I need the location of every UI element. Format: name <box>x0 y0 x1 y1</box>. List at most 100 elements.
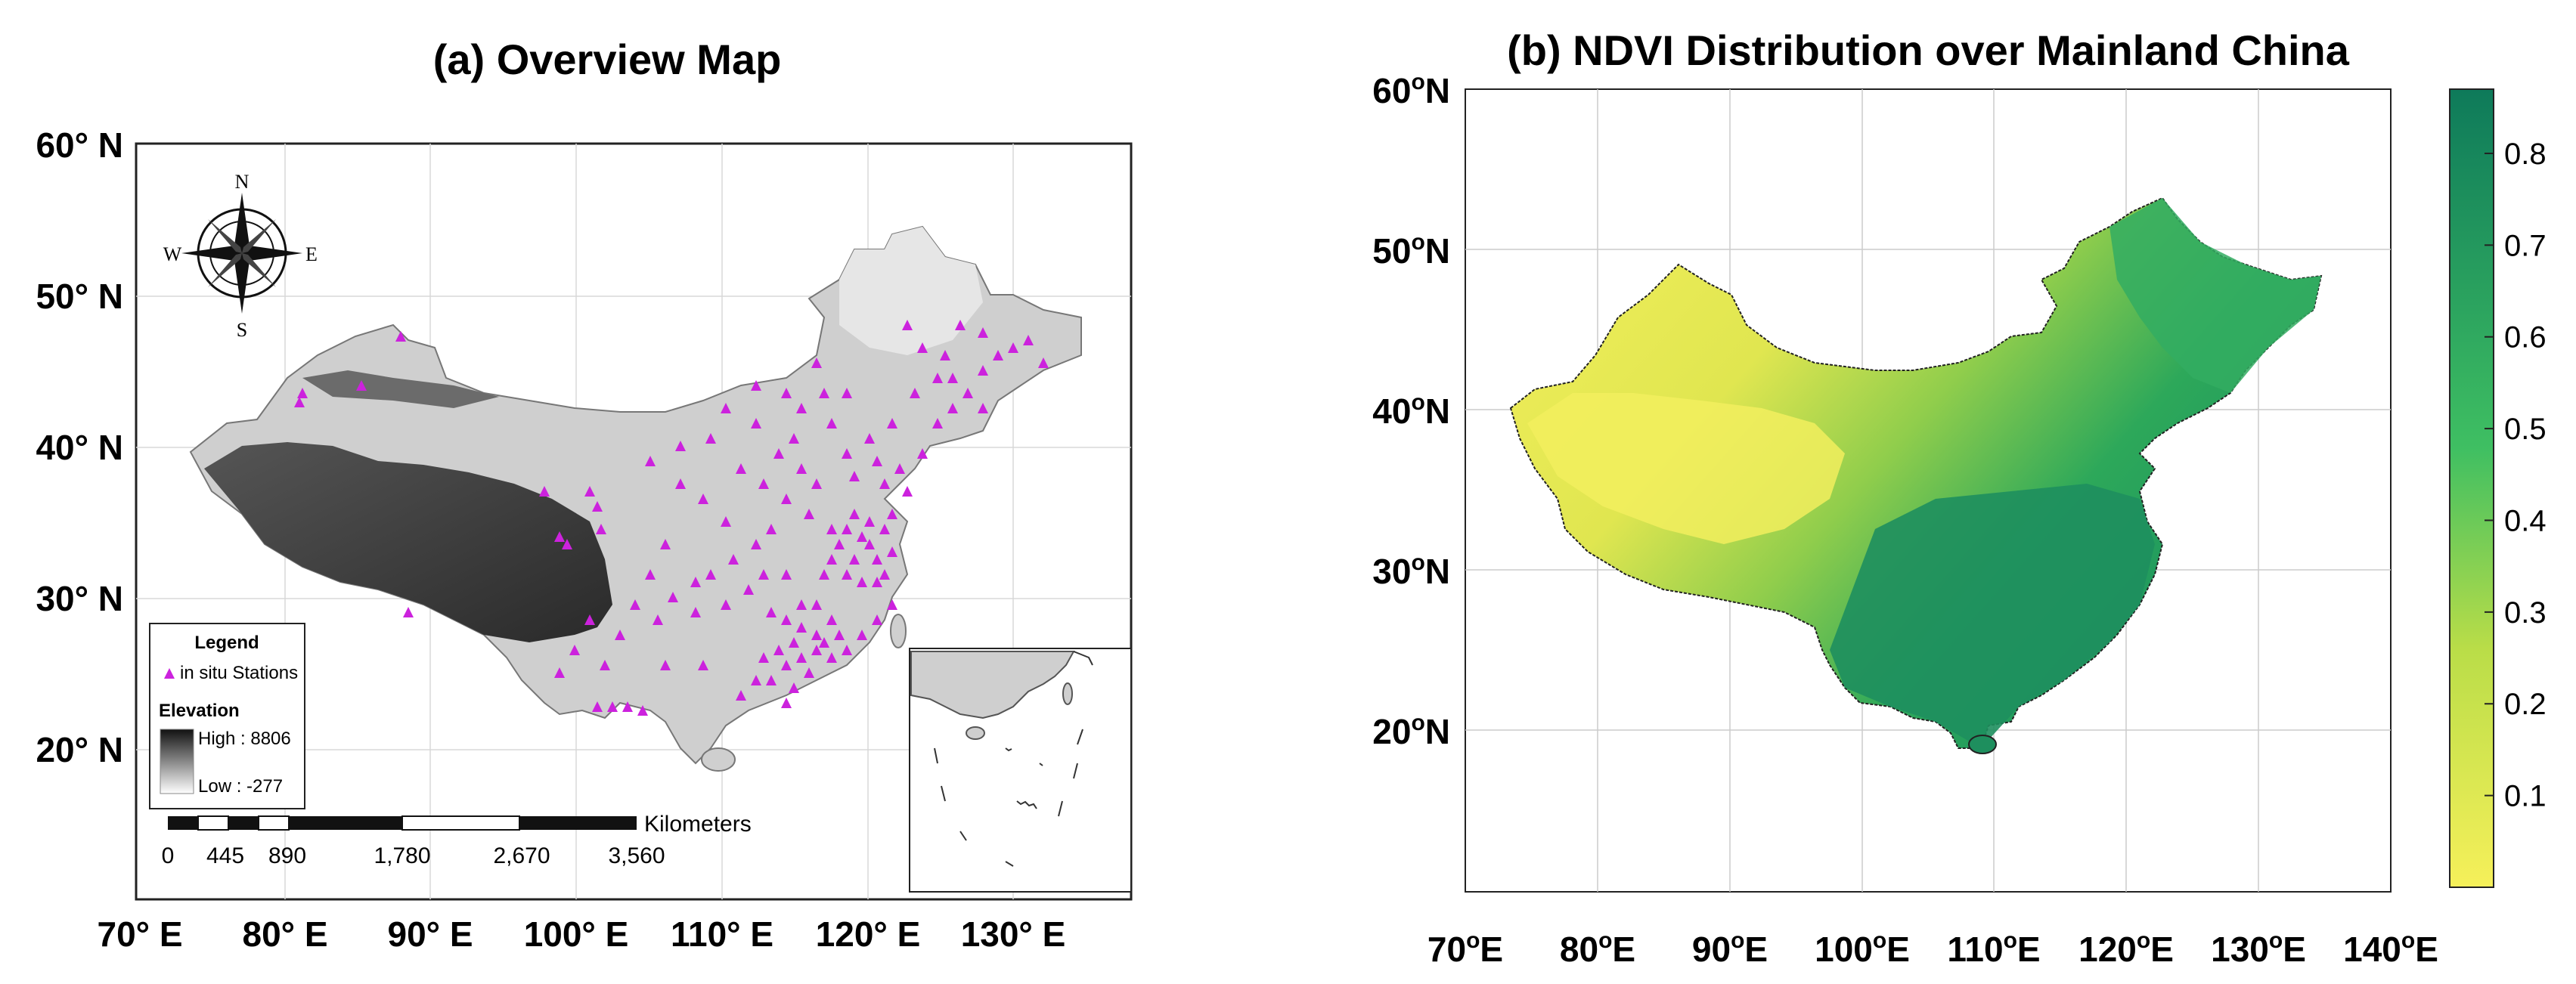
colorbar-tick-label: 0.5 <box>2504 413 2547 446</box>
station-marker <box>630 599 640 610</box>
station-marker <box>751 380 761 391</box>
station-marker <box>781 660 792 670</box>
tianshan-dark-region <box>302 370 499 408</box>
ndvi-lat-tick-40: 40oN <box>1372 390 1450 431</box>
colorbar-tick-label: 0.8 <box>2504 138 2547 171</box>
station-marker <box>947 373 958 383</box>
ndvi-lon-tick-130: 130oE <box>2211 928 2306 969</box>
scalebar-tick-445: 445 <box>206 843 244 868</box>
station-marker <box>584 486 595 497</box>
legend-title: Legend <box>194 633 259 653</box>
station-marker <box>872 456 882 466</box>
ndvi-southeast-dense-vegetation <box>1830 484 2155 748</box>
northeast-light-region <box>839 227 983 355</box>
ndvi-lon-tick-120: 120oE <box>2078 928 2174 969</box>
station-marker <box>804 509 814 519</box>
station-marker <box>857 531 867 542</box>
station-marker <box>955 320 966 330</box>
station-marker <box>978 327 988 338</box>
tibet-plateau-dark-region <box>204 442 612 642</box>
station-marker <box>834 630 845 640</box>
ndvi-lon-tick-80: 80oE <box>1560 928 1635 969</box>
station-marker <box>773 645 784 655</box>
compass-s: S <box>237 319 247 341</box>
ndvi-lon-tick-70: 70oE <box>1427 928 1503 969</box>
station-marker <box>596 524 606 534</box>
ndvi-lon-tick-110: 110oE <box>1947 928 2040 969</box>
ndvi-lon-tick-140: 140oE <box>2343 928 2438 969</box>
station-marker <box>887 509 897 519</box>
ndvi-lat-tick-60: 60oN <box>1372 70 1450 110</box>
station-marker <box>294 397 305 407</box>
station-marker <box>789 637 799 648</box>
taiwan-island <box>890 614 907 648</box>
legend-high-label: High : 8806 <box>198 729 291 749</box>
station-marker <box>796 599 807 610</box>
station-marker <box>592 501 603 512</box>
panel-b-latitude-ticks: 60oN 50oN 40oN 30oN 20oN <box>1372 70 1450 751</box>
colorbar-tick-label: 0.7 <box>2504 229 2547 262</box>
station-marker <box>395 331 406 342</box>
station-marker <box>698 494 708 504</box>
station-marker <box>842 388 852 398</box>
station-marker <box>978 403 988 413</box>
station-marker <box>675 478 686 489</box>
station-marker <box>826 418 837 429</box>
scalebar-tick-3560: 3,560 <box>608 843 665 868</box>
station-marker <box>758 652 769 663</box>
station-marker <box>842 448 852 459</box>
station-marker <box>721 516 731 527</box>
station-marker <box>705 433 716 444</box>
station-marker <box>554 531 565 542</box>
station-marker <box>584 614 595 625</box>
scalebar-tick-890: 890 <box>268 843 306 868</box>
station-marker <box>751 675 761 685</box>
station-marker <box>751 539 761 549</box>
station-marker <box>554 667 565 678</box>
station-marker <box>819 388 829 398</box>
station-marker <box>721 403 731 413</box>
station-marker <box>653 614 663 625</box>
station-marker <box>902 486 913 497</box>
station-marker <box>826 652 837 663</box>
station-marker <box>872 577 882 587</box>
station-marker <box>736 463 746 474</box>
colorbar-tick-label: 0.2 <box>2504 688 2547 721</box>
station-marker <box>622 701 633 712</box>
in-situ-stations <box>294 320 1049 716</box>
station-marker <box>766 675 777 685</box>
station-marker <box>940 350 950 360</box>
station-marker <box>819 637 829 648</box>
station-marker <box>615 630 625 640</box>
station-marker <box>705 569 716 580</box>
panel-a: (a) Overview Map 60° N 50° N <box>36 36 1133 954</box>
scalebar-tick-0: 0 <box>162 843 175 868</box>
colorbar-ticks: 0.8 0.7 0.6 0.5 0.4 0.3 0.2 0.1 <box>2485 138 2547 813</box>
station-marker <box>766 607 777 617</box>
station-marker <box>781 569 792 580</box>
station-marker <box>728 554 739 565</box>
station-marker <box>993 350 1003 360</box>
station-marker <box>917 448 928 459</box>
station-marker <box>842 524 852 534</box>
china-elevation-map <box>189 225 1082 765</box>
station-marker <box>864 516 875 527</box>
station-marker <box>675 441 686 451</box>
legend-station-symbol <box>164 668 175 679</box>
lon-tick-70: 70° E <box>97 914 182 954</box>
ndvi-colorbar: 0.8 0.7 0.6 0.5 0.4 0.3 0.2 0.1 <box>2449 88 2547 888</box>
ndvi-lat-tick-20: 20oN <box>1372 710 1450 751</box>
station-marker <box>751 418 761 429</box>
scalebar-tick-2670: 2,670 <box>493 843 550 868</box>
station-marker <box>645 569 656 580</box>
station-marker <box>645 456 656 466</box>
scalebar-tick-1780: 1,780 <box>374 843 430 868</box>
station-marker <box>879 569 890 580</box>
compass-e: E <box>305 243 318 265</box>
lat-tick-20: 20° N <box>36 730 123 769</box>
station-marker <box>1008 342 1018 353</box>
station-marker <box>607 701 618 712</box>
station-marker <box>600 660 610 670</box>
station-marker <box>826 554 837 565</box>
